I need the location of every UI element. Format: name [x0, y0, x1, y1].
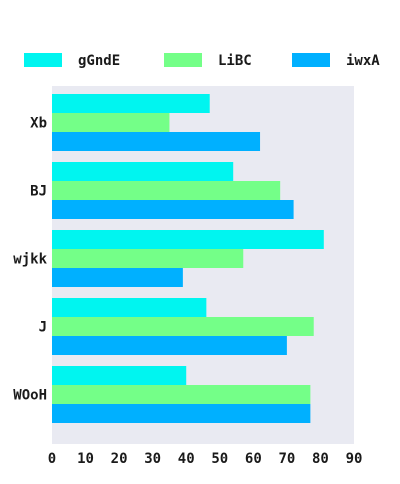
x-tick-label-90: 90 [346, 451, 363, 467]
bar-iwxA-wjkk [52, 268, 183, 287]
bar-LiBC-BJ [52, 181, 281, 200]
x-tick-label-70: 70 [278, 451, 295, 467]
bars [52, 94, 324, 423]
bar-LiBC-Xb [52, 113, 170, 132]
bar-gGndE-wjkk [52, 230, 324, 249]
y-tick-label-wjkk: wjkk [13, 252, 47, 268]
bar-gGndE-WOoH [52, 366, 187, 385]
y-tick-label-WOoH: WOoH [13, 388, 47, 404]
x-tick-label-30: 30 [144, 451, 161, 467]
bar-LiBC-wjkk [52, 249, 244, 268]
x-tick-label-40: 40 [178, 451, 195, 467]
bar-iwxA-BJ [52, 200, 294, 219]
x-tick-label-10: 10 [77, 451, 94, 467]
legend: gGndE LiBC iwxA [24, 53, 380, 69]
legend-swatch-gGndE [24, 53, 62, 67]
x-tick-label-0: 0 [48, 451, 56, 467]
x-tick-label-60: 60 [245, 451, 262, 467]
bar-iwxA-Xb [52, 132, 261, 151]
x-tick-label-50: 50 [211, 451, 228, 467]
legend-swatch-iwxA [292, 53, 330, 67]
bar-LiBC-WOoH [52, 385, 311, 404]
legend-label-iwxA: iwxA [346, 53, 380, 69]
y-axis-labels: Xb BJ wjkk J WOoH [13, 116, 47, 404]
y-tick-label-J: J [39, 320, 47, 336]
y-tick-label-Xb: Xb [30, 116, 47, 132]
bar-gGndE-BJ [52, 162, 234, 181]
x-tick-label-80: 80 [312, 451, 329, 467]
y-tick-label-BJ: BJ [30, 184, 47, 200]
x-tick-label-20: 20 [111, 451, 128, 467]
bar-gGndE-Xb [52, 94, 210, 113]
x-axis-labels: 0 10 20 30 40 50 60 70 80 90 [48, 451, 363, 467]
bar-iwxA-J [52, 336, 287, 355]
legend-swatch-LiBC [164, 53, 202, 67]
bar-LiBC-J [52, 317, 314, 336]
bar-iwxA-WOoH [52, 404, 311, 423]
legend-label-LiBC: LiBC [218, 53, 252, 69]
legend-label-gGndE: gGndE [78, 53, 120, 69]
bar-gGndE-J [52, 298, 207, 317]
